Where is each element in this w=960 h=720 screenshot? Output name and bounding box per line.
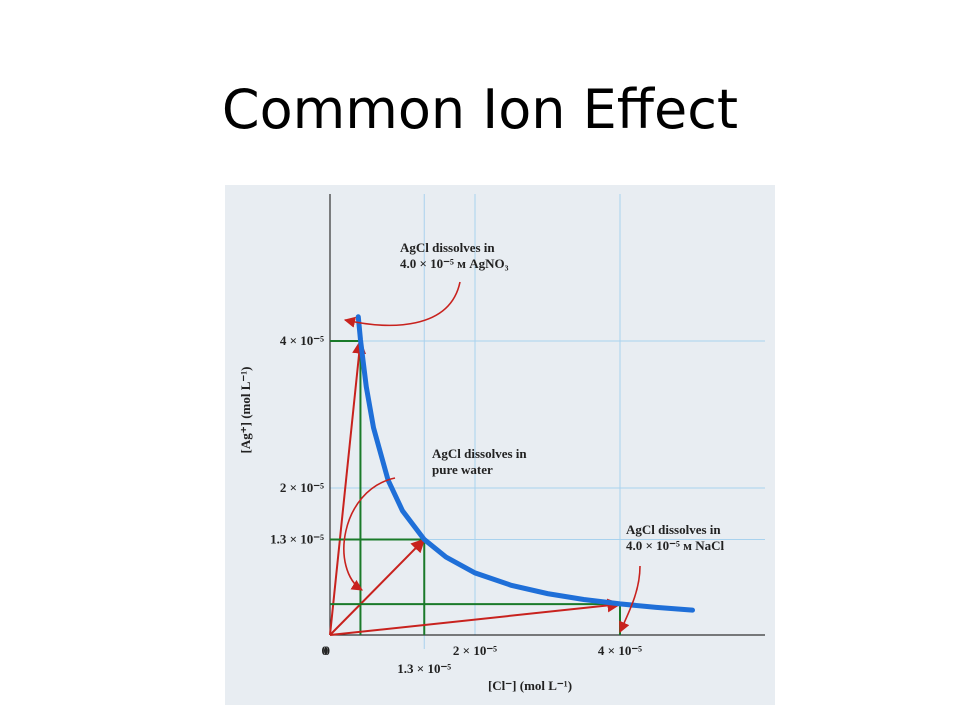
y-axis-title: [Ag⁺] (mol L⁻¹) bbox=[238, 367, 253, 454]
arrow bbox=[329, 598, 622, 636]
annotation: AgCl dissolves in bbox=[626, 522, 721, 537]
annotation: pure water bbox=[432, 462, 493, 477]
arrow bbox=[329, 339, 367, 636]
annotation-arrow bbox=[343, 281, 461, 328]
x-tick-label: 0 bbox=[324, 643, 331, 658]
y-tick-label: 2 × 10⁻⁵ bbox=[280, 480, 324, 495]
x-axis-title: [Cl⁻] (mol L⁻¹) bbox=[488, 678, 572, 693]
annotation: AgCl dissolves in bbox=[400, 240, 495, 255]
annotation-arrow bbox=[343, 477, 396, 591]
x-tick-label: 1.3 × 10⁻⁵ bbox=[397, 661, 451, 676]
y-tick-label: 1.3 × 10⁻⁵ bbox=[270, 531, 324, 546]
y-tick-label: 4 × 10⁻⁵ bbox=[280, 333, 324, 348]
annotation-arrow bbox=[619, 565, 641, 634]
chart-background bbox=[225, 185, 775, 705]
slide-title: Common Ion Effect bbox=[222, 78, 738, 141]
annotation: 4.0 × 10⁻⁵ м AgNO₃ bbox=[400, 256, 509, 271]
x-tick-label: 4 × 10⁻⁵ bbox=[598, 643, 642, 658]
chart: 01.3 × 10⁻⁵2 × 10⁻⁵ 4 × 10⁻⁵1.3 × 10⁻⁵2 ×… bbox=[238, 194, 765, 693]
curve bbox=[355, 314, 695, 613]
annotation: 4.0 × 10⁻⁵ м NaCl bbox=[626, 538, 725, 553]
annotation: AgCl dissolves in bbox=[432, 446, 527, 461]
origin-label: 0 bbox=[322, 643, 329, 658]
x-tick-label: 2 × 10⁻⁵ bbox=[453, 643, 497, 658]
arrow bbox=[329, 538, 426, 636]
